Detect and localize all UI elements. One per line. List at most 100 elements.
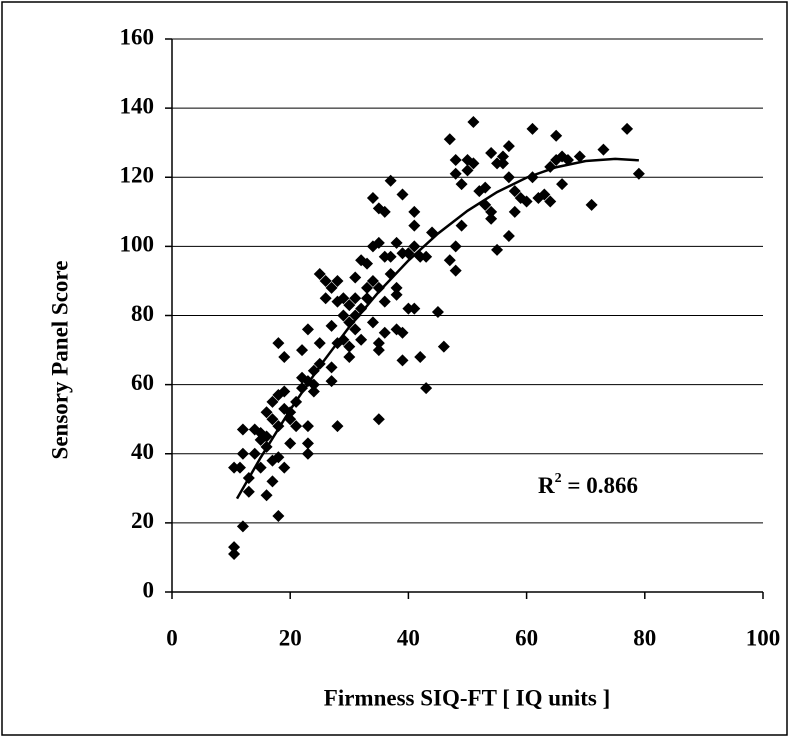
data-point [550,129,563,142]
data-point [449,153,462,166]
data-point [331,274,344,287]
data-point [437,340,450,353]
data-point [408,302,421,315]
data-point [408,205,421,218]
data-point [431,306,444,319]
data-point [396,188,409,201]
data-point [378,205,391,218]
data-point [485,205,498,218]
data-point [266,475,279,488]
data-point [361,257,374,270]
data-point [236,520,249,533]
data-point [301,437,314,450]
y-tick-label: 0 [143,577,155,602]
data-point [366,191,379,204]
data-point [390,288,403,301]
data-point [573,150,586,163]
data-point [508,205,521,218]
y-tick-label: 20 [131,508,154,533]
data-point [455,178,468,191]
y-tick-label: 160 [120,24,155,49]
data-point [325,375,338,388]
data-point [349,323,362,336]
data-point [372,236,385,249]
data-point [301,447,314,460]
annotation: R2 = 0.866 [538,471,638,498]
data-point [467,115,480,128]
data-point [467,157,480,170]
data-point [632,167,645,180]
data-point [325,281,338,294]
data-point [301,323,314,336]
data-point [508,185,521,198]
data-point [372,413,385,426]
data-point [485,212,498,225]
data-point [236,447,249,460]
data-point [337,333,350,346]
y-tick-label: 40 [131,439,154,464]
data-point [544,195,557,208]
data-point [337,292,350,305]
y-tick-label: 120 [120,163,155,188]
data-point [228,541,241,554]
x-tick-label: 60 [515,625,538,650]
data-point [296,344,309,357]
data-point [420,250,433,263]
data-point [443,133,456,146]
data-point [372,281,385,294]
data-point [414,350,427,363]
data-point [343,340,356,353]
data-point [307,364,320,377]
annotation-suffix: = 0.866 [562,473,638,498]
data-point [361,281,374,294]
data-point [449,264,462,277]
data-point [349,309,362,322]
x-axis-title: Firmness SIQ-FT [ IQ units ] [324,685,610,710]
data-point [260,406,273,419]
y-tick-label: 80 [131,301,154,326]
data-point [319,292,332,305]
data-point [384,174,397,187]
data-point [272,451,285,464]
data-point [485,147,498,160]
data-point [355,333,368,346]
data-point [296,382,309,395]
data-point [349,292,362,305]
y-axis-title: Sensory Panel Score [47,261,72,460]
data-point [372,344,385,357]
x-tick-label: 80 [633,625,656,650]
data-point [236,423,249,436]
data-point [502,171,515,184]
data-point [319,274,332,287]
data-point [496,150,509,163]
data-point [479,181,492,194]
data-point [461,164,474,177]
y-tick-label: 140 [120,93,155,118]
x-tick-label: 40 [397,625,420,650]
data-point [443,254,456,267]
data-point [408,240,421,253]
data-point [272,509,285,522]
data-point [396,354,409,367]
data-point [396,326,409,339]
data-point [242,485,255,498]
data-point [355,302,368,315]
data-point [325,361,338,374]
data-point [621,122,634,135]
data-point [597,143,610,156]
x-tick-label: 0 [166,625,178,650]
data-point [228,547,241,560]
data-point [266,413,279,426]
data-point [449,240,462,253]
y-tick-label: 60 [131,370,154,395]
y-tick-label: 100 [120,232,155,257]
data-point [408,219,421,232]
trendline [235,157,639,500]
data-point [384,250,397,263]
data-point [502,230,515,243]
data-point [260,430,273,443]
data-point [278,461,291,474]
data-point [378,295,391,308]
